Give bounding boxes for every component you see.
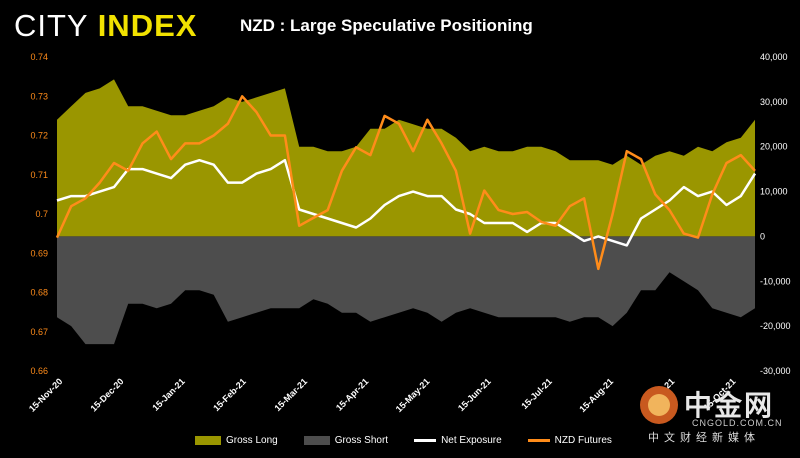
left-tick-label: 0.73 [30,91,48,101]
watermark-url: CNGOLD.COM.CN [692,418,783,428]
legend-label-gross-short: Gross Short [334,434,389,446]
x-tick-label: 15-Jan-21 [150,376,186,412]
right-tick-label: -10,000 [760,276,791,286]
nzd-futures-line [55,95,756,271]
left-tick-label: 0.71 [30,170,48,180]
x-tick-label: 15-Jun-21 [456,376,493,413]
legend-label-nzd-futures: NZD Futures [554,434,612,446]
legend-label-gross-long: Gross Long [226,434,278,446]
left-tick-label: 0.67 [30,327,48,337]
x-tick-label: 15-Feb-21 [211,376,248,413]
left-tick-label: 0.68 [30,288,48,298]
legend-gross-long: Gross Long [195,435,278,446]
right-tick-label: -30,000 [760,366,791,376]
watermark-tagline: 中文财经新媒体 [648,432,760,444]
legend-swatch-gross-short [303,435,330,445]
right-tick-label: 10,000 [760,187,788,197]
gross-short-area [57,236,755,345]
x-tick-label: 15-Dec-20 [88,376,125,413]
cngold-watermark: 中金网 CNGOLD.COM.CN 中文财经新媒体 [640,384,790,450]
x-tick-label: 15-Apr-21 [334,376,370,412]
left-tick-label: 0.69 [30,248,48,258]
legend-swatch-net-exposure [414,438,437,442]
legend-swatch-nzd-futures [527,438,550,442]
legend-label-net-exposure: Net Exposure [441,434,502,446]
legend-swatch-gross-long [195,435,221,445]
right-axis: 40,000 30,000 20,000 10,000 0 -10,000 -20,000 -… [760,52,791,376]
x-axis: 15-Nov-20 15-Dec-20 15-Jan-21 15-Feb-21 15-M… [27,376,738,414]
city-index-logo: CITY INDEX [14,8,197,44]
left-axis: 0.74 0.73 0.72 0.71 0.7 0.69 0.68 0.67 0.66 [30,52,48,376]
left-tick-label: 0.7 [35,209,48,219]
logo-text-city: CITY [14,8,89,43]
right-tick-label: 0 [760,231,765,241]
x-tick-label: 15-Jul-21 [519,376,554,411]
net-exposure-line [56,158,757,247]
legend: Gross Long Gross Short Net Exposure NZD … [195,432,612,448]
left-tick-label: 0.72 [30,131,48,141]
legend-gross-short: Gross Short [303,434,389,446]
legend-nzd-futures: NZD Futures [527,434,612,446]
line-layer [55,95,757,271]
x-tick-label: 15-Nov-20 [27,376,64,413]
logo-text-index: INDEX [97,8,198,43]
left-tick-label: 0.66 [30,366,48,376]
x-tick-label: 15-Mar-21 [272,376,309,413]
left-tick-label: 0.74 [30,52,48,62]
right-tick-label: 20,000 [760,142,788,152]
right-tick-label: 30,000 [760,97,788,107]
legend-net-exposure: Net Exposure [414,435,502,446]
x-tick-label: 15-Aug-21 [577,376,615,414]
cngold-logo-inner-icon [648,394,670,416]
right-tick-label: -20,000 [760,321,791,331]
right-tick-label: 40,000 [760,52,788,62]
chart-title: NZD : Large Speculative Positioning [240,16,533,35]
watermark-name: 中金网 [684,390,775,421]
x-tick-label: 15-May-21 [394,376,432,414]
